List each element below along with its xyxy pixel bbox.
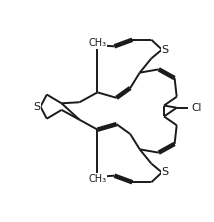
Text: S: S: [162, 45, 169, 55]
Text: S: S: [33, 102, 40, 112]
Text: CH₃: CH₃: [88, 38, 107, 48]
Text: Cl: Cl: [192, 103, 202, 113]
Text: S: S: [162, 167, 169, 177]
Text: CH₃: CH₃: [88, 174, 107, 184]
